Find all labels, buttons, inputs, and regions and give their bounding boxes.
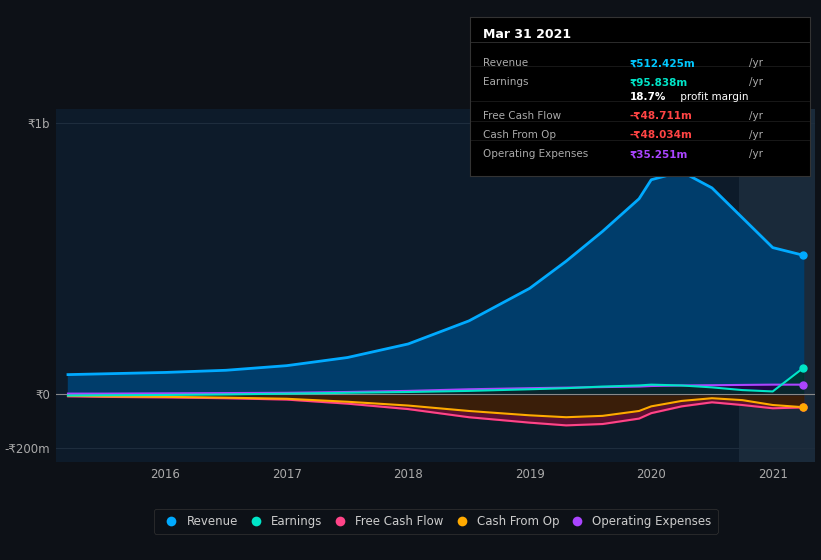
Text: -₹48.711m: -₹48.711m [630,111,693,121]
Text: ₹512.425m: ₹512.425m [630,58,695,68]
Text: 18.7%: 18.7% [630,92,666,102]
Text: profit margin: profit margin [677,92,749,102]
Text: /yr: /yr [749,58,763,68]
Text: /yr: /yr [749,77,763,87]
Text: Operating Expenses: Operating Expenses [484,150,589,159]
Text: ₹35.251m: ₹35.251m [630,150,688,159]
Text: Earnings: Earnings [484,77,529,87]
Text: -₹48.034m: -₹48.034m [630,130,693,140]
Text: /yr: /yr [749,150,763,159]
Text: Mar 31 2021: Mar 31 2021 [484,28,571,41]
Bar [739,109,815,462]
Text: Cash From Op: Cash From Op [484,130,557,140]
Text: Revenue: Revenue [484,58,529,68]
Text: ₹95.838m: ₹95.838m [630,77,688,87]
Legend: Revenue, Earnings, Free Cash Flow, Cash From Op, Operating Expenses: Revenue, Earnings, Free Cash Flow, Cash … [154,509,718,534]
Text: /yr: /yr [749,111,763,121]
Text: Free Cash Flow: Free Cash Flow [484,111,562,121]
Text: /yr: /yr [749,130,763,140]
